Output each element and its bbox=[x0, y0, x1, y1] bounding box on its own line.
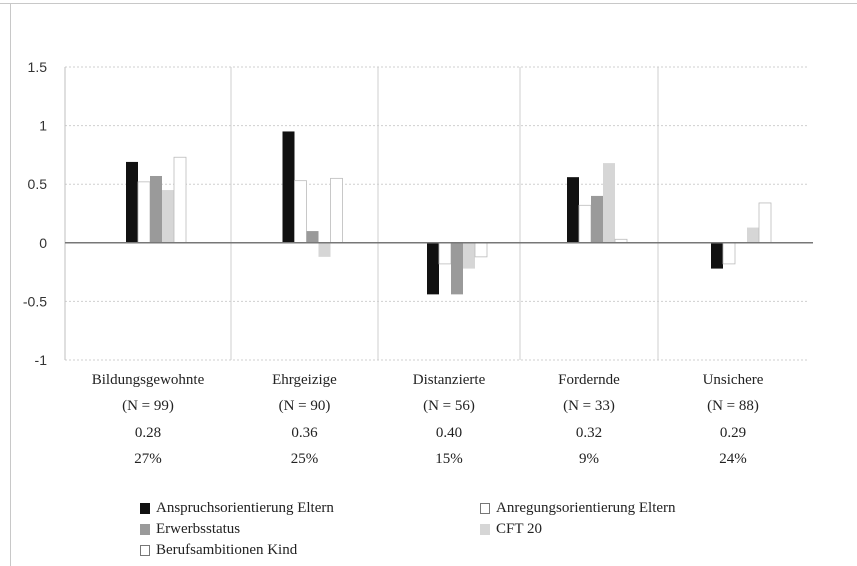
bar bbox=[438, 242, 452, 265]
category-n-label: (N = 33) bbox=[563, 398, 615, 414]
category-value-label: 0.32 bbox=[576, 425, 602, 441]
category-percent-label: 24% bbox=[719, 451, 747, 467]
bar bbox=[318, 242, 331, 257]
category-percent-label: 25% bbox=[291, 451, 319, 467]
legend-swatch bbox=[480, 502, 490, 514]
legend-swatch bbox=[140, 523, 150, 535]
bar bbox=[747, 227, 759, 243]
bar bbox=[306, 231, 319, 243]
y-tick-label: 0 bbox=[39, 235, 47, 251]
bar bbox=[451, 242, 463, 295]
category-name-label: Bildungsgewohnte bbox=[92, 372, 205, 388]
category-name-label: Fordernde bbox=[558, 372, 620, 388]
category-name-label: Unsichere bbox=[703, 372, 764, 388]
category-percent-label: 9% bbox=[579, 451, 599, 467]
bar bbox=[173, 156, 187, 244]
bar bbox=[126, 161, 138, 243]
bar bbox=[330, 177, 343, 244]
legend-label: Anspruchsorientierung Eltern bbox=[156, 500, 334, 516]
bar bbox=[603, 163, 615, 243]
category-percent-label: 27% bbox=[134, 451, 162, 467]
category-name-label: Ehrgeizige bbox=[272, 372, 337, 388]
category-value-label: 0.40 bbox=[436, 425, 462, 441]
bar bbox=[474, 242, 488, 258]
chart-frame-top bbox=[0, 3, 857, 4]
bar bbox=[578, 204, 592, 244]
legend-item-berufsambitionen: Berufsambitionen Kind bbox=[140, 541, 297, 559]
y-tick-label: 1.5 bbox=[28, 59, 48, 75]
legend-swatch bbox=[140, 502, 150, 514]
legend-swatch bbox=[140, 544, 150, 556]
chart-frame-left bbox=[10, 3, 11, 566]
bar bbox=[567, 177, 579, 243]
category-percent-label: 15% bbox=[435, 451, 463, 467]
bar bbox=[463, 242, 475, 269]
bar bbox=[591, 195, 603, 243]
bar bbox=[294, 180, 307, 244]
legend-item-anspruchsorientierung: Anspruchsorientierung Eltern bbox=[140, 499, 334, 517]
y-tick-label: -1 bbox=[35, 352, 48, 368]
category-n-label: (N = 90) bbox=[279, 398, 331, 414]
bar bbox=[758, 202, 772, 244]
legend-swatch bbox=[480, 523, 490, 535]
bar bbox=[427, 242, 439, 295]
bar bbox=[137, 181, 151, 244]
bar bbox=[162, 190, 174, 243]
legend: Anspruchsorientierung Eltern Anregungsor… bbox=[140, 499, 760, 565]
category-value-label: 0.28 bbox=[135, 425, 161, 441]
y-tick-label: 0.5 bbox=[28, 176, 48, 192]
legend-item-erwerbsstatus: Erwerbsstatus bbox=[140, 520, 240, 538]
y-tick-label: 1 bbox=[39, 118, 47, 134]
legend-label: CFT 20 bbox=[496, 521, 542, 537]
category-value-label: 0.36 bbox=[291, 425, 318, 441]
legend-label: Anregungsorientierung Eltern bbox=[496, 500, 676, 516]
bar-chart: 1.5 1 0.5 0 -0.5 -1 Bildungsgewohnte (N = 99) 0.… bbox=[23, 59, 813, 467]
category-n-label: (N = 88) bbox=[707, 398, 759, 414]
category-value-label: 0.29 bbox=[720, 425, 746, 441]
legend-item-cft20: CFT 20 bbox=[480, 520, 542, 538]
category-n-label: (N = 56) bbox=[423, 398, 475, 414]
category-n-label: (N = 99) bbox=[122, 398, 174, 414]
bar bbox=[150, 175, 162, 243]
bar bbox=[282, 131, 295, 243]
legend-label: Berufsambitionen Kind bbox=[156, 542, 298, 558]
y-tick-label: -0.5 bbox=[23, 293, 47, 309]
bar bbox=[722, 242, 736, 265]
bar bbox=[711, 242, 723, 269]
category-name-label: Distanzierte bbox=[413, 372, 486, 388]
legend-item-anregungsorientierung: Anregungsorientierung Eltern bbox=[480, 499, 676, 517]
legend-label: Erwerbsstatus bbox=[156, 521, 241, 537]
